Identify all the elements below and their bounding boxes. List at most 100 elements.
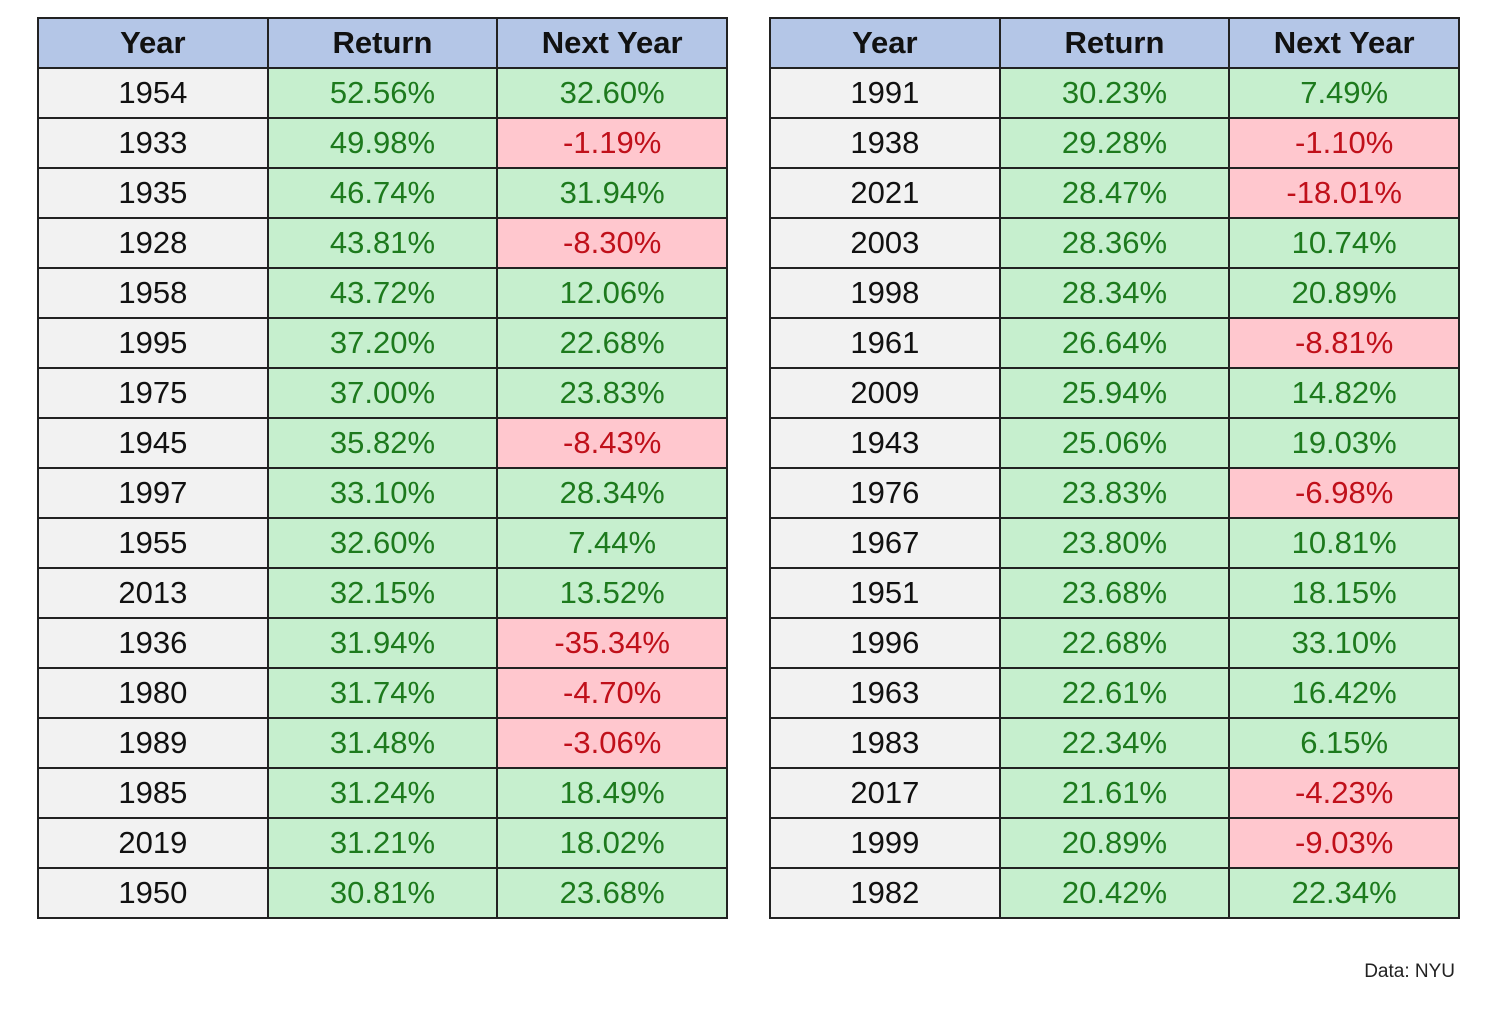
return-cell: -9.03% [1228, 817, 1460, 869]
return-cell: -4.70% [496, 667, 728, 719]
return-cell: 31.21% [266, 817, 499, 869]
return-cell: -3.06% [496, 717, 728, 769]
year-cell: 1995 [37, 317, 269, 369]
row: 1991 30.23% 7.49% [769, 67, 1460, 119]
return-cell: -4.23% [1228, 767, 1460, 819]
row: 1998 28.34% 20.89% [769, 267, 1460, 319]
return-cell: 31.24% [266, 767, 499, 819]
return-cell: 7.49% [1228, 67, 1460, 119]
return-cell: 49.98% [266, 117, 499, 169]
source-note: Data: NYU [1364, 961, 1455, 982]
row: 1963 22.61% 16.42% [769, 667, 1460, 719]
return-cell: 31.94% [496, 167, 728, 219]
row: 1995 37.20% 22.68% [37, 317, 728, 369]
row: 1935 46.74% 31.94% [37, 167, 728, 219]
header-row: Year Return Next Year [769, 17, 1460, 69]
year-cell: 1954 [37, 67, 269, 119]
return-cell: 25.94% [998, 367, 1231, 419]
year-cell: 1936 [37, 617, 269, 669]
row: 1938 29.28% -1.10% [769, 117, 1460, 169]
row: 1936 31.94% -35.34% [37, 617, 728, 669]
return-cell: 37.20% [266, 317, 499, 369]
year-cell: 1958 [37, 267, 269, 319]
year-cell: 1955 [37, 517, 269, 569]
year-cell: 1982 [769, 867, 1001, 919]
return-cell: 32.15% [266, 567, 499, 619]
return-cell: -35.34% [496, 617, 728, 669]
row: 1928 43.81% -8.30% [37, 217, 728, 269]
row: 1985 31.24% 18.49% [37, 767, 728, 819]
row: 2021 28.47% -18.01% [769, 167, 1460, 219]
return-cell: 43.72% [266, 267, 499, 319]
return-cell: 43.81% [266, 217, 499, 269]
return-cell: 28.34% [998, 267, 1231, 319]
row: 1943 25.06% 19.03% [769, 417, 1460, 469]
return-cell: 22.68% [998, 617, 1231, 669]
return-cell: 52.56% [266, 67, 499, 119]
return-cell: 18.15% [1228, 567, 1460, 619]
return-cell: 46.74% [266, 167, 499, 219]
row: 1980 31.74% -4.70% [37, 667, 728, 719]
year-cell: 1983 [769, 717, 1001, 769]
row: 1933 49.98% -1.19% [37, 117, 728, 169]
row: 1961 26.64% -8.81% [769, 317, 1460, 369]
header-cell: Return [998, 17, 1231, 69]
return-cell: -1.10% [1228, 117, 1460, 169]
return-cell: 23.68% [496, 867, 728, 919]
header-cell: Next Year [496, 17, 728, 69]
table: Year Return Next Year 1954 52.56% 32.60% 1933 4… [37, 17, 728, 919]
year-cell: 1938 [769, 117, 1001, 169]
year-cell: 1963 [769, 667, 1001, 719]
return-cell: 37.00% [266, 367, 499, 419]
year-cell: 1945 [37, 417, 269, 469]
return-cell: 31.74% [266, 667, 499, 719]
return-cell: 10.74% [1228, 217, 1460, 269]
year-cell: 1935 [37, 167, 269, 219]
return-cell: 32.60% [266, 517, 499, 569]
year-cell: 2013 [37, 567, 269, 619]
table: Year Return Next Year 1991 30.23% 7.49% 1938 29… [769, 17, 1460, 919]
year-cell: 2009 [769, 367, 1001, 419]
return-cell: 23.68% [998, 567, 1231, 619]
return-cell: 12.06% [496, 267, 728, 319]
return-cell: 14.82% [1228, 367, 1460, 419]
row: 2017 21.61% -4.23% [769, 767, 1460, 819]
row: 1950 30.81% 23.68% [37, 867, 728, 919]
row: 1997 33.10% 28.34% [37, 467, 728, 519]
return-cell: 30.81% [266, 867, 499, 919]
return-cell: 20.89% [998, 817, 1231, 869]
year-cell: 2003 [769, 217, 1001, 269]
row: 1999 20.89% -9.03% [769, 817, 1460, 869]
return-cell: 23.83% [998, 467, 1231, 519]
year-cell: 2019 [37, 817, 269, 869]
return-cell: 19.03% [1228, 417, 1460, 469]
return-cell: 33.10% [1228, 617, 1460, 669]
year-cell: 1976 [769, 467, 1001, 519]
row: 1976 23.83% -6.98% [769, 467, 1460, 519]
return-cell: -8.81% [1228, 317, 1460, 369]
row: 1945 35.82% -8.43% [37, 417, 728, 469]
row: 1989 31.48% -3.06% [37, 717, 728, 769]
return-cell: 31.48% [266, 717, 499, 769]
year-cell: 1950 [37, 867, 269, 919]
year-cell: 1933 [37, 117, 269, 169]
row: 2009 25.94% 14.82% [769, 367, 1460, 419]
return-cell: 35.82% [266, 417, 499, 469]
return-cell: 20.89% [1228, 267, 1460, 319]
return-cell: 22.34% [1228, 867, 1460, 919]
year-cell: 1980 [37, 667, 269, 719]
header-row: Year Return Next Year [37, 17, 728, 69]
return-cell: 23.83% [496, 367, 728, 419]
return-cell: 21.61% [998, 767, 1231, 819]
return-cell: 28.34% [496, 467, 728, 519]
row: 1958 43.72% 12.06% [37, 267, 728, 319]
return-cell: 10.81% [1228, 517, 1460, 569]
return-cell: 28.36% [998, 217, 1231, 269]
row: 1982 20.42% 22.34% [769, 867, 1460, 919]
return-cell: 32.60% [496, 67, 728, 119]
year-cell: 2017 [769, 767, 1001, 819]
return-cell: 16.42% [1228, 667, 1460, 719]
return-cell: 18.02% [496, 817, 728, 869]
row: 1955 32.60% 7.44% [37, 517, 728, 569]
row: 1967 23.80% 10.81% [769, 517, 1460, 569]
